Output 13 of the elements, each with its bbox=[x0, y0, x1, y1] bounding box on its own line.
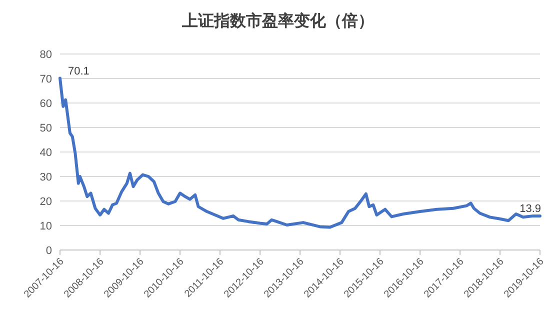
y-tick-label: 50 bbox=[40, 122, 52, 134]
y-tick-label: 80 bbox=[40, 49, 52, 61]
y-tick-label: 60 bbox=[40, 98, 52, 110]
y-tick-label: 20 bbox=[40, 196, 52, 208]
y-tick-label: 10 bbox=[40, 220, 52, 232]
y-tick-label: 40 bbox=[40, 147, 52, 159]
y-tick-label: 0 bbox=[46, 245, 52, 257]
line-series bbox=[58, 76, 542, 229]
y-tick-label: 70 bbox=[40, 74, 52, 86]
y-tick-label: 30 bbox=[40, 172, 52, 184]
annotation: 70.1 bbox=[68, 65, 90, 78]
chart-title: 上证指数市盈率变化（倍） bbox=[181, 11, 374, 30]
annotation: 13.9 bbox=[520, 202, 541, 215]
